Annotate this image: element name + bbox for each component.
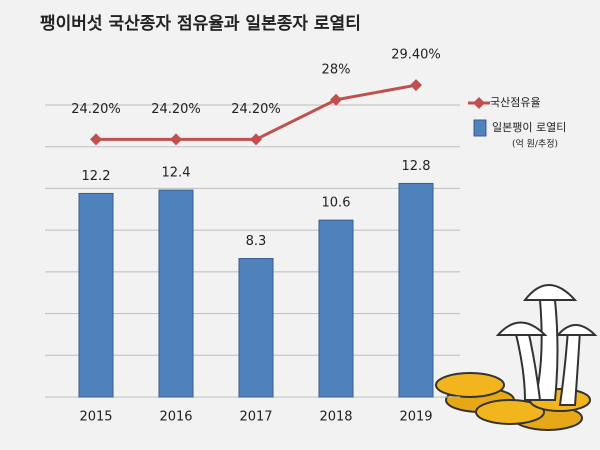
bar-value-label: 12.4 bbox=[162, 166, 191, 181]
bar bbox=[238, 258, 274, 398]
bar-value-label: 12.2 bbox=[82, 169, 111, 184]
line-value-label: 24.20% bbox=[71, 102, 121, 117]
legend-label: 국산점유율 bbox=[490, 96, 541, 109]
legend-marker bbox=[473, 97, 485, 109]
legend-note: (억 원/추정) bbox=[512, 138, 558, 150]
bar-value-label: 10.6 bbox=[322, 196, 351, 211]
bar bbox=[398, 182, 434, 398]
line-value-label: 24.20% bbox=[231, 102, 281, 117]
line-marker bbox=[250, 133, 262, 146]
line-marker bbox=[170, 133, 182, 146]
bar bbox=[318, 219, 354, 398]
x-tick-label: 2015 bbox=[79, 410, 112, 425]
chart-title: 팽이버섯 국산종자 점유율과 일본종자 로열티 bbox=[40, 14, 361, 34]
line-marker bbox=[90, 133, 102, 146]
x-tick-label: 2017 bbox=[239, 410, 272, 425]
line-value-label: 28% bbox=[322, 62, 351, 77]
line-marker bbox=[330, 93, 342, 106]
bar-value-label: 12.8 bbox=[402, 159, 431, 174]
legend-swatch bbox=[473, 119, 487, 137]
x-tick-label: 2016 bbox=[159, 410, 192, 425]
bar-value-label: 8.3 bbox=[246, 234, 267, 249]
bar bbox=[158, 189, 194, 398]
line-value-label: 29.40% bbox=[391, 48, 441, 63]
x-tick-label: 2019 bbox=[399, 410, 432, 425]
bar bbox=[78, 192, 114, 398]
line-value-label: 24.20% bbox=[151, 102, 201, 117]
illustration bbox=[435, 284, 598, 431]
x-tick-label: 2018 bbox=[319, 410, 352, 425]
line-marker bbox=[410, 79, 422, 92]
legend-label: 일본팽이 로열티 bbox=[492, 120, 566, 134]
